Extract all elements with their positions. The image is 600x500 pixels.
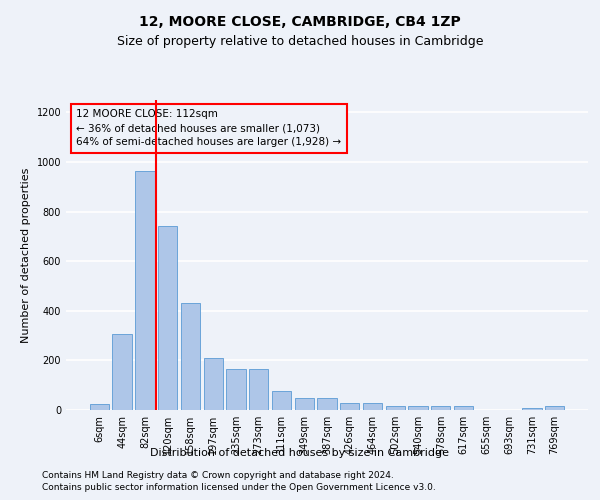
Bar: [409, 406, 428, 410]
Text: Size of property relative to detached houses in Cambridge: Size of property relative to detached ho…: [117, 35, 483, 48]
Bar: [317, 398, 337, 410]
Y-axis label: Number of detached properties: Number of detached properties: [21, 168, 31, 342]
Bar: [295, 398, 314, 410]
Text: Contains public sector information licensed under the Open Government Licence v3: Contains public sector information licen…: [42, 484, 436, 492]
Text: 12 MOORE CLOSE: 112sqm
← 36% of detached houses are smaller (1,073)
64% of semi-: 12 MOORE CLOSE: 112sqm ← 36% of detached…: [76, 110, 341, 148]
Bar: [135, 170, 155, 410]
Text: 12, MOORE CLOSE, CAMBRIDGE, CB4 1ZP: 12, MOORE CLOSE, CAMBRIDGE, CB4 1ZP: [139, 15, 461, 29]
Bar: [454, 406, 473, 410]
Bar: [522, 408, 542, 410]
Bar: [272, 392, 291, 410]
Bar: [181, 304, 200, 410]
Bar: [203, 358, 223, 410]
Bar: [363, 402, 382, 410]
Bar: [90, 404, 109, 410]
Bar: [249, 369, 268, 410]
Text: Contains HM Land Registry data © Crown copyright and database right 2024.: Contains HM Land Registry data © Crown c…: [42, 471, 394, 480]
Bar: [431, 406, 451, 410]
Bar: [545, 406, 564, 410]
Bar: [386, 406, 405, 410]
Bar: [226, 369, 245, 410]
Bar: [340, 402, 359, 410]
Bar: [112, 334, 132, 410]
Bar: [158, 226, 178, 410]
Text: Distribution of detached houses by size in Cambridge: Distribution of detached houses by size …: [151, 448, 449, 458]
